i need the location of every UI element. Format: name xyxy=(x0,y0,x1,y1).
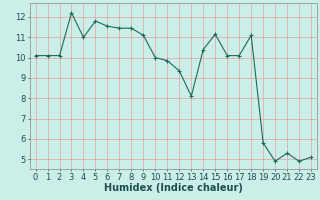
X-axis label: Humidex (Indice chaleur): Humidex (Indice chaleur) xyxy=(104,183,243,193)
